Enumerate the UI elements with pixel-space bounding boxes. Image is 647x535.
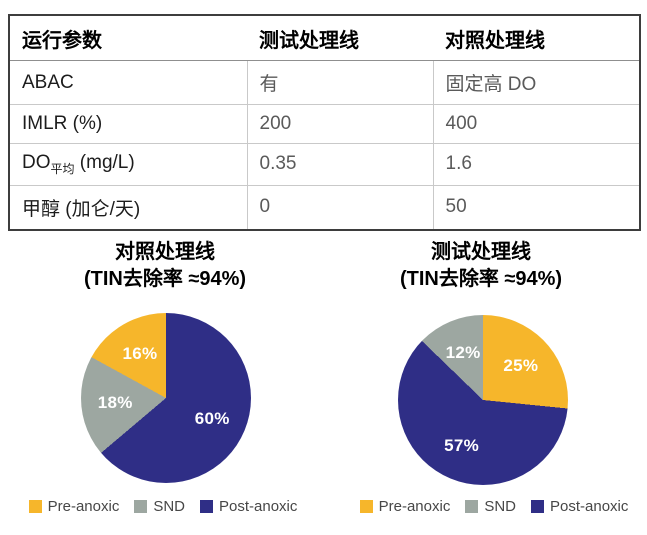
pie-chart-test-line: 25% 57% 12% [398,315,568,485]
legend-swatch-post-anoxic [200,500,213,513]
parameters-table: 运行参数 测试处理线 对照处理线 ABAC 有 固定高 DO IMLR (%) … [8,14,641,231]
pie-title-line2: (TIN去除率 ≈94%) [83,268,247,290]
table-row-abac: ABAC 有 固定高 DO [9,60,640,105]
legend-swatch-snd [465,500,479,513]
header-test-line: 测试处理线 [247,15,433,61]
cell-control: 固定高 DO [432,60,640,105]
pie-slice-label: 57% [444,436,479,456]
cell-control: 400 [432,104,640,144]
pie-title-line1: 对照处理线 [115,241,215,263]
pie-title-line1: 测试处理线 [431,241,531,263]
legend-label: SND [153,498,185,515]
cell-control: 1.6 [432,143,640,186]
pie-slice-label: 12% [445,343,481,363]
cell-param: DO平均 (mg/L) [9,143,247,186]
cell-param: IMLR (%) [9,104,247,144]
pie-slice-label: 60% [194,409,230,429]
legend-item-snd: SND [134,498,185,515]
legend-swatch-snd [134,500,148,513]
pie-slice-label: 16% [122,344,158,364]
legend-item-post-anoxic: Post-anoxic [200,498,297,515]
table-header-row: 运行参数 测试处理线 对照处理线 [9,15,640,61]
pie-title-test-line: 测试处理线 (TIN去除率 ≈94%) [331,239,631,293]
legend-item-pre-anoxic: Pre-anoxic [359,498,451,515]
pie-slice-label: 18% [97,393,133,413]
legend-swatch-pre-anoxic [359,500,373,513]
pie-title-line2: (TIN去除率 ≈94%) [399,268,563,290]
table-row-methanol: 甲醇 (加仑/天) 0 50 [9,184,640,230]
header-control-line: 对照处理线 [433,15,640,61]
do-unit: (mg/L) [74,152,135,173]
pie-title-control-line: 对照处理线 (TIN去除率 ≈94%) [15,239,315,293]
legend-label: Post-anoxic [550,498,629,515]
cell-control: 50 [432,184,640,230]
do-label: DO [22,152,51,173]
legend-label: Pre-anoxic [378,498,451,515]
legend-item-snd: SND [465,498,516,515]
cell-param: ABAC [9,60,247,105]
cell-test: 有 [246,60,433,105]
cell-param: 甲醇 (加仑/天) [9,184,247,230]
pie-chart-control-line: 60% 18% 16% [81,313,251,483]
legend-label: Pre-anoxic [47,498,120,515]
legend-test-line: Pre-anoxic SND Post-anoxic [348,498,640,515]
legend-control-line: Pre-anoxic SND Post-anoxic [17,498,309,515]
header-parameter: 运行参数 [9,15,247,61]
table-row-do: DO平均 (mg/L) 0.35 1.6 [9,143,640,186]
cell-test: 0 [246,184,433,230]
pie-slice-label: 25% [503,355,539,375]
do-subscript: 平均 [50,161,75,176]
legend-swatch-pre-anoxic [28,500,42,513]
cell-test: 0.35 [246,143,433,186]
legend-item-post-anoxic: Post-anoxic [531,498,628,515]
legend-swatch-post-anoxic [531,500,544,513]
cell-test: 200 [246,104,433,144]
legend-label: Post-anoxic [219,498,298,515]
legend-label: SND [484,498,516,515]
table-row-imlr: IMLR (%) 200 400 [9,104,640,144]
legend-item-pre-anoxic: Pre-anoxic [28,498,120,515]
